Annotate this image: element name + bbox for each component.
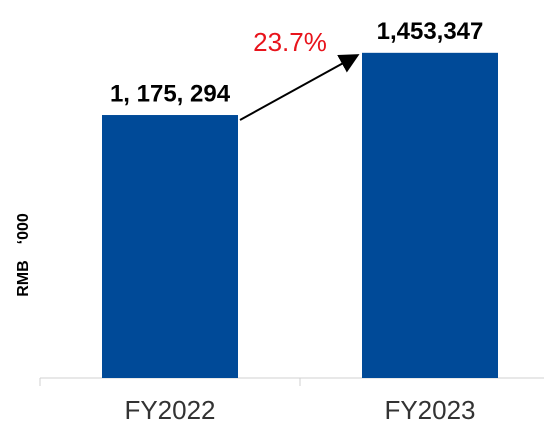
value-label: 1,453,347 [377,18,484,45]
x-tick-label: FY2023 [384,395,475,425]
value-label: 1, 175, 294 [110,80,231,107]
bar [362,52,498,379]
growth-annotation: 23.7% [253,27,327,57]
bar [102,115,238,379]
growth-arrow [239,54,360,121]
y-axis-label: RMB ‘000 [15,213,32,297]
x-tick-label: FY2022 [124,395,215,425]
